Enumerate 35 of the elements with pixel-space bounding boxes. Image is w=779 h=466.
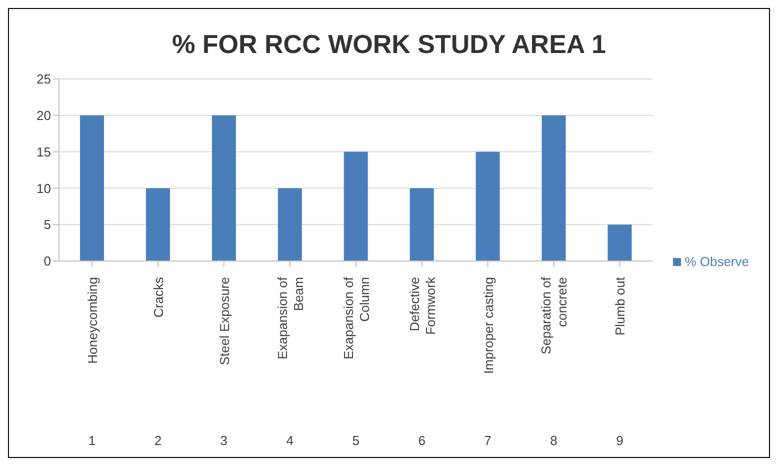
x-tick-label: Exapansion of Column: [340, 276, 372, 360]
x-tick-label: Separation of concrete: [538, 276, 570, 354]
text: 4: [286, 433, 294, 448]
bar: [344, 152, 368, 261]
y-tick-label: 20: [36, 108, 51, 124]
y-tick-label: 10: [36, 180, 51, 196]
x-tick-label: Cracks: [150, 276, 166, 318]
bar: [410, 188, 434, 261]
y-tick-label: 15: [36, 144, 51, 160]
x-tick-label: Exapansion of Beam: [274, 276, 306, 360]
bar: [212, 115, 236, 261]
y-tick-label: 5: [44, 217, 51, 232]
bar: [80, 115, 104, 261]
chart-title: % FOR RCC WORK STUDY AREA 1: [171, 28, 607, 61]
x-tick-label: Plumb out: [612, 276, 628, 336]
x-tick-label: Honeycombing: [84, 277, 100, 364]
bar: [608, 224, 632, 261]
text: 2: [154, 433, 162, 448]
x-tick-label: Defective Formwork: [406, 276, 438, 335]
y-tick-label: 0: [44, 254, 51, 269]
text: 5: [352, 433, 360, 448]
bar: [278, 188, 302, 261]
legend-label: % Observe: [684, 254, 749, 268]
y-tick-label: 25: [36, 72, 51, 87]
text: 9: [616, 433, 624, 448]
text: 6: [418, 433, 426, 448]
text: 7: [484, 433, 492, 448]
bar: [146, 188, 170, 261]
x-tick-label: Steel Exposure: [216, 277, 232, 366]
text: 3: [220, 433, 228, 448]
x-tick-label: Improper casting: [480, 277, 496, 374]
text: 1: [88, 433, 96, 448]
text: 8: [550, 433, 558, 448]
bar: [476, 152, 500, 261]
bar: [542, 115, 566, 261]
